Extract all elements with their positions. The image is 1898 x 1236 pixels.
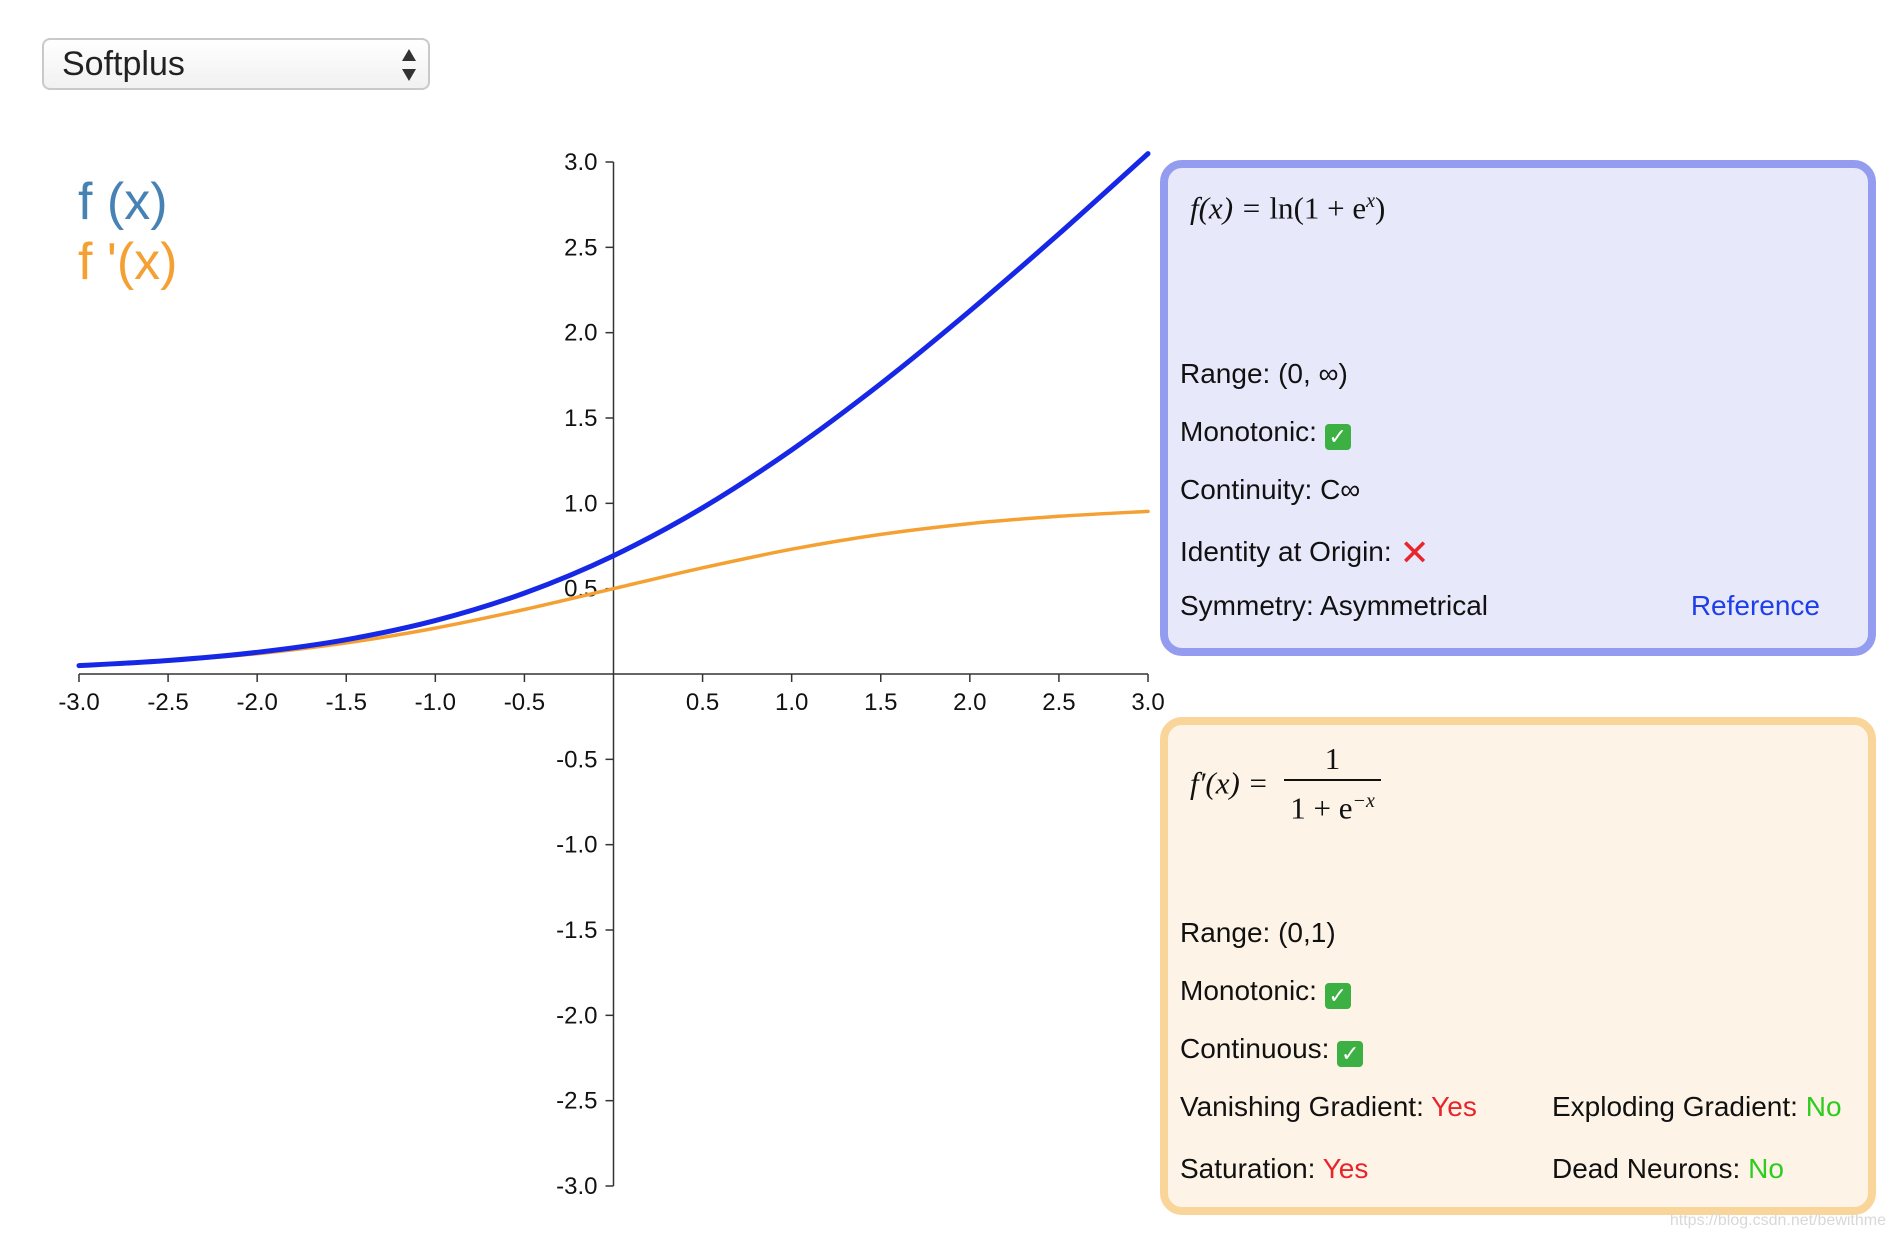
y-tick-label: 2.5: [564, 234, 597, 261]
x-tick-label: 2.0: [953, 689, 986, 716]
vanishing-gradient-label: Vanishing Gradient:: [1180, 1091, 1424, 1122]
series-f-line: [76, 151, 1151, 669]
y-tick-label: -2.5: [556, 1088, 597, 1115]
y-axis-ticks: 3.02.52.01.51.00.5-0.5-1.0-1.5-2.0-2.5-3…: [556, 149, 614, 1200]
function-formula: f(x) = ln(1 + ex): [1190, 190, 1385, 226]
monotonic-f: Monotonic: ✓: [1180, 416, 1351, 450]
derivative-lhs: f′(x) =: [1190, 765, 1269, 801]
watermark: https://blog.csdn.net/bewithme: [1669, 1212, 1886, 1229]
derivative-panel: f′(x) = 1 1 + e−x Range: (0,1) Monotonic…: [1160, 717, 1876, 1215]
reference-link[interactable]: Reference: [1690, 590, 1820, 621]
formula-args: (1 + e: [1293, 190, 1367, 226]
formula-lhs: f(x) =: [1190, 190, 1262, 226]
identity-origin-label: Identity at Origin:: [1180, 536, 1392, 567]
fraction-numerator: 1: [1284, 739, 1381, 781]
x-tick-label: 1.0: [775, 689, 808, 716]
activation-select-value: Softplus: [62, 45, 185, 83]
continuous-fp-label: Continuous:: [1180, 1033, 1330, 1064]
x-tick-label: -3.0: [58, 689, 99, 716]
chart-lines: [76, 151, 1151, 669]
y-tick-label: 3.0: [564, 149, 597, 176]
dead-neurons-label: Dead Neurons:: [1552, 1153, 1741, 1184]
vanishing-gradient-value: Yes: [1431, 1091, 1477, 1122]
monotonic-fp: Monotonic: ✓: [1180, 975, 1351, 1009]
y-tick-label: -1.5: [556, 917, 597, 944]
monotonic-fp-label: Monotonic:: [1180, 975, 1317, 1006]
legend-f: f (x): [78, 173, 168, 231]
y-tick-label: -2.0: [556, 1002, 597, 1029]
formula-func: ln: [1269, 190, 1294, 226]
fraction-denominator: 1 + e−x: [1284, 781, 1381, 828]
exploding-gradient-label: Exploding Gradient:: [1552, 1091, 1798, 1122]
formula-close: ): [1375, 190, 1386, 226]
check-icon: ✓: [1337, 1041, 1364, 1067]
x-tick-label: 2.5: [1042, 689, 1075, 716]
x-tick-label: 1.5: [864, 689, 897, 716]
select-arrows-icon: [402, 49, 416, 81]
denominator-base: 1 + e: [1290, 790, 1353, 826]
check-icon: ✓: [1324, 983, 1351, 1009]
x-tick-label: -2.0: [236, 689, 277, 716]
y-tick-label: 1.5: [564, 405, 597, 432]
x-tick-label: -1.5: [326, 689, 367, 716]
saturation-label: Saturation:: [1180, 1153, 1316, 1184]
x-tick-label: -0.5: [504, 689, 545, 716]
activation-select[interactable]: Softplus: [42, 38, 430, 90]
y-tick-label: -1.0: [556, 832, 597, 859]
range-f: Range: (0, ∞): [1180, 358, 1348, 389]
exploding-gradient-value: No: [1805, 1091, 1842, 1122]
saturation-value: Yes: [1322, 1153, 1369, 1184]
exploding-gradient: Exploding Gradient: No: [1552, 1091, 1842, 1123]
check-icon: ✓: [1324, 424, 1351, 450]
cross-icon: ✕: [1399, 532, 1430, 573]
derivative-fraction: 1 1 + e−x: [1284, 739, 1381, 828]
denominator-exp: −x: [1352, 790, 1375, 812]
x-axis-ticks: -3.0 -2.5 -2.0 -1.5 -1.0 -0.5 0.5 1.0 1.5 2.0 2.5 3…: [58, 674, 1165, 716]
function-panel: f(x) = ln(1 + ex) Range: (0, ∞) Monotoni…: [1160, 160, 1876, 656]
dead-neurons-value: No: [1748, 1153, 1784, 1184]
x-tick-label: -1.0: [415, 689, 456, 716]
y-tick-label: 2.0: [564, 320, 597, 347]
derivative-formula: f′(x) = 1 1 + e−x: [1190, 739, 1381, 828]
saturation: Saturation: Yes: [1180, 1153, 1368, 1185]
formula-exp: x: [1366, 190, 1376, 212]
continuity-f: Continuity: C∞: [1180, 474, 1361, 505]
range-fp: Range: (0,1): [1180, 917, 1336, 948]
x-tick-label: -2.5: [147, 689, 188, 716]
x-tick-label: 0.5: [686, 689, 719, 716]
y-tick-label: 1.0: [564, 490, 597, 517]
vanishing-gradient: Vanishing Gradient: Yes: [1180, 1091, 1477, 1123]
identity-origin-f: Identity at Origin: ✕: [1180, 532, 1430, 574]
dead-neurons: Dead Neurons: No: [1552, 1153, 1784, 1185]
x-tick-label: 3.0: [1131, 689, 1164, 716]
legend-f-prime: f '(x): [78, 233, 178, 291]
symmetry-f: Symmetry: Asymmetrical: [1180, 590, 1489, 621]
chart-axes: [79, 162, 1148, 1186]
continuous-fp: Continuous: ✓: [1180, 1033, 1364, 1067]
monotonic-f-label: Monotonic:: [1180, 416, 1317, 447]
y-tick-label: -3.0: [556, 1173, 597, 1200]
y-tick-label: -0.5: [556, 746, 597, 773]
